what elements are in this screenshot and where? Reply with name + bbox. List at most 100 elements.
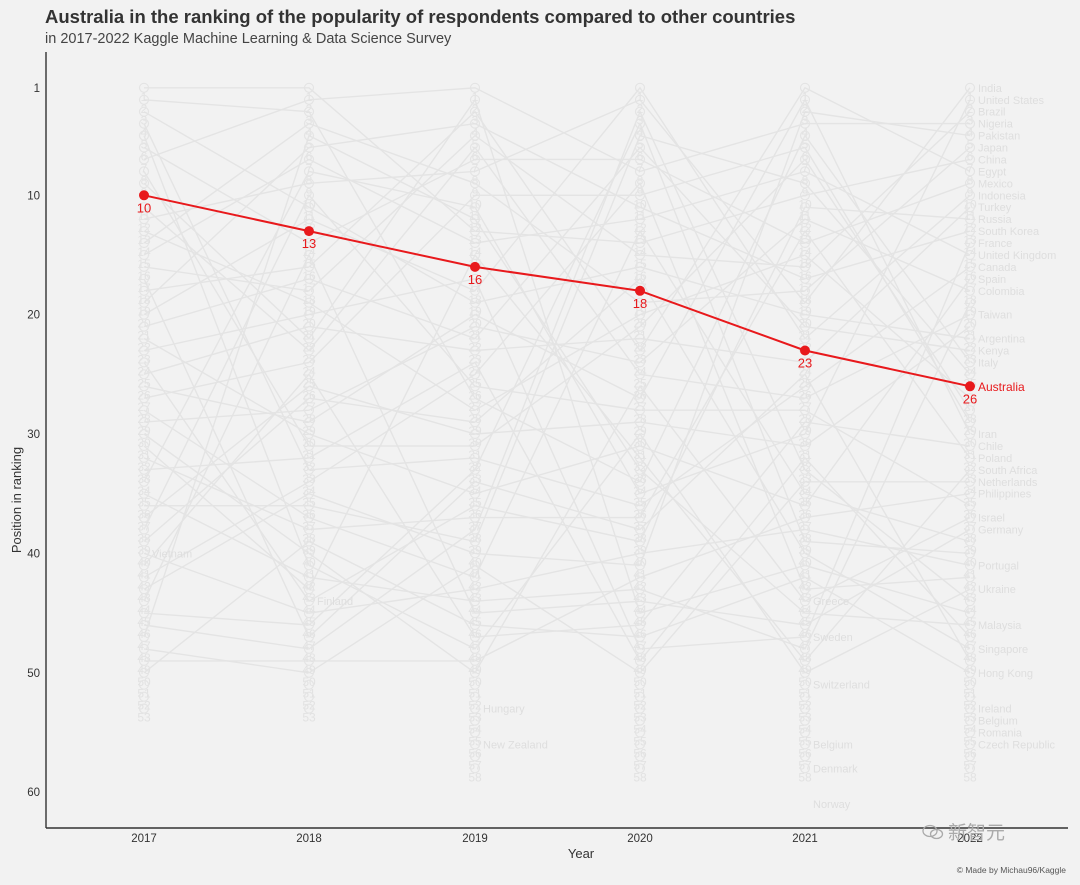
- context-rank-label: 26: [137, 388, 151, 402]
- context-series-line: [143, 229, 971, 531]
- context-country-label: Switzerland: [813, 680, 870, 692]
- context-point: [964, 333, 976, 344]
- context-rank-label: 27: [302, 400, 316, 414]
- context-point: [303, 584, 315, 595]
- context-point: [138, 488, 150, 499]
- context-country-label: South Africa: [978, 465, 1038, 477]
- context-rank-label: 11: [799, 209, 812, 223]
- context-point: [138, 536, 150, 547]
- context-rank-label: 23: [633, 353, 647, 367]
- context-rank-label: 15: [137, 257, 151, 271]
- context-point: [138, 393, 150, 404]
- context-point: [799, 667, 811, 678]
- context-rank-label: 13: [633, 233, 647, 247]
- context-rank-label: 57: [963, 758, 977, 772]
- context-rank-label: 15: [963, 257, 977, 271]
- context-point: [799, 751, 811, 762]
- context-rank-label: 22: [963, 341, 977, 355]
- context-rank-label: 23: [302, 353, 316, 367]
- context-rank-label: 21: [468, 329, 482, 343]
- context-rank-label: 41: [468, 567, 482, 581]
- context-point: [138, 285, 150, 296]
- context-point: [964, 655, 976, 667]
- context-rank-label: 31: [137, 448, 151, 462]
- watermark: 新智元: [922, 818, 1005, 845]
- context-rank-label: 46: [137, 627, 151, 641]
- context-rank-label: 33: [798, 472, 812, 486]
- context-series-line: [143, 229, 971, 579]
- context-point: [964, 130, 976, 141]
- context-point: [138, 405, 150, 416]
- context-point: [799, 190, 811, 201]
- context-point: [634, 440, 646, 452]
- context-point: [469, 715, 481, 726]
- context-rank-label: 1: [141, 90, 148, 104]
- context-rank-label: 52: [137, 699, 151, 713]
- context-rank-label: 43: [302, 591, 316, 605]
- context-point: [469, 584, 481, 595]
- context-rank-label: 41: [963, 567, 977, 581]
- context-point: [469, 297, 481, 308]
- context-point: [303, 405, 315, 416]
- context-rank-label: 50: [137, 675, 151, 689]
- y-tick-label: 60: [27, 787, 40, 799]
- context-point: [634, 584, 646, 595]
- context-rank-label: 33: [302, 472, 316, 486]
- context-point: [799, 118, 811, 129]
- context-series-line: [143, 99, 971, 483]
- context-point: [634, 631, 646, 643]
- context-rank-label: 50: [302, 675, 316, 689]
- context-rank-label: 48: [468, 651, 482, 665]
- watermark-text: 新智元: [948, 823, 1006, 844]
- context-country-label: Hungary: [483, 704, 525, 716]
- context-point: [138, 512, 150, 523]
- context-rank-label: 34: [963, 484, 977, 498]
- highlight-series-name: Australia: [978, 380, 1025, 394]
- context-country-label: Ireland: [978, 704, 1012, 716]
- context-point: [799, 631, 811, 643]
- context-rank-label: 39: [963, 544, 977, 558]
- context-point: [469, 619, 481, 631]
- context-point: [799, 106, 811, 117]
- context-point: [634, 763, 646, 774]
- context-rank-label: 47: [137, 639, 151, 653]
- context-rank-label: 54: [468, 723, 482, 737]
- context-point: [469, 560, 481, 571]
- context-point: [469, 142, 481, 153]
- context-rank-label: 24: [963, 364, 977, 378]
- context-rank-label: 33: [468, 472, 482, 486]
- context-rank-label: 43: [798, 591, 812, 605]
- context-rank-label: 10: [468, 197, 482, 211]
- context-rank-label: 8: [306, 173, 313, 187]
- context-rank-label: 49: [137, 663, 151, 677]
- context-point: [469, 476, 481, 487]
- context-point: [799, 524, 811, 535]
- context-rank-label: 45: [798, 615, 812, 629]
- context-point: [799, 381, 811, 392]
- context-point: [303, 178, 315, 189]
- context-point: [138, 667, 150, 678]
- context-point: [138, 548, 150, 559]
- context-point: [799, 572, 811, 583]
- context-point: [303, 512, 315, 523]
- context-point: [303, 500, 315, 511]
- context-rank-label: 39: [302, 544, 316, 558]
- context-rank-label: 3: [967, 114, 974, 128]
- context-point: [799, 309, 811, 320]
- context-rank-label: 17: [302, 281, 316, 295]
- context-series-line: [143, 146, 971, 352]
- context-rank-label: 17: [468, 281, 482, 295]
- context-country-label: United States: [978, 95, 1045, 107]
- context-rank-label: 58: [963, 770, 977, 784]
- context-rank-label: 42: [798, 579, 812, 593]
- context-rank-label: 21: [633, 329, 647, 343]
- context-rank-label: 25: [302, 376, 316, 390]
- context-rank-label: 22: [633, 341, 647, 355]
- context-rank-label: 51: [798, 687, 812, 701]
- context-point: [138, 703, 150, 714]
- context-point: [799, 154, 811, 165]
- context-country-label: Portugal: [978, 560, 1019, 572]
- context-rank-label: 17: [963, 281, 977, 295]
- context-point: [303, 333, 315, 344]
- context-country-label: Colombia: [978, 286, 1025, 298]
